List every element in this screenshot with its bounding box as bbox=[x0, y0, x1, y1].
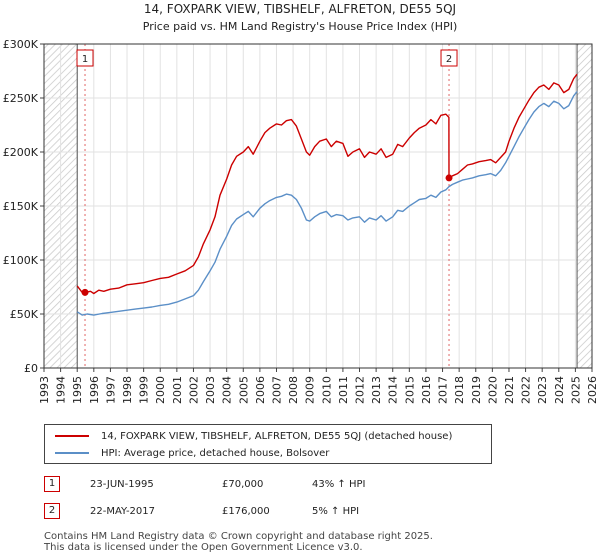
x-tick-label: 1998 bbox=[121, 376, 134, 404]
transaction-date: 23-JUN-1995 bbox=[90, 478, 154, 490]
x-tick-label: 2013 bbox=[370, 376, 383, 404]
price-chart: 14, FOXPARK VIEW, TIBSHELF, ALFRETON, DE… bbox=[3, 2, 599, 404]
y-tick-label: £50K bbox=[10, 308, 39, 321]
transaction-price: £70,000 bbox=[222, 478, 264, 490]
x-tick-label: 2009 bbox=[304, 376, 317, 404]
marker-1-label: 1 bbox=[82, 54, 88, 65]
footer-copyright: Contains HM Land Registry data © Crown c… bbox=[44, 531, 433, 542]
x-tick-label: 2001 bbox=[171, 376, 184, 404]
y-tick-label: £300K bbox=[3, 38, 39, 51]
x-tick-label: 2019 bbox=[470, 376, 483, 404]
x-tick-label: 2011 bbox=[337, 376, 350, 404]
x-tick-label: 2012 bbox=[354, 376, 367, 404]
x-tick-label: 2006 bbox=[254, 376, 267, 404]
y-tick-label: £200K bbox=[3, 146, 39, 159]
legend-swatch-hpi bbox=[55, 452, 89, 454]
x-tick-label: 2016 bbox=[420, 376, 433, 404]
y-tick-label: £150K bbox=[3, 200, 39, 213]
legend-label-property: 14, FOXPARK VIEW, TIBSHELF, ALFRETON, DE… bbox=[101, 430, 453, 442]
x-tick-label: 1999 bbox=[138, 376, 151, 404]
x-tick-label: 2015 bbox=[403, 376, 416, 404]
x-tick-label: 2008 bbox=[287, 376, 300, 404]
x-tick-label: 2007 bbox=[270, 376, 283, 404]
x-tick-label: 2010 bbox=[320, 376, 333, 404]
hpi-line bbox=[76, 91, 578, 316]
x-tick-label: 2024 bbox=[553, 376, 566, 404]
x-tick-label: 1997 bbox=[104, 376, 117, 404]
marker-2-box bbox=[440, 49, 458, 67]
y-tick-label: £250K bbox=[3, 92, 39, 105]
x-tick-label: 1994 bbox=[55, 376, 68, 404]
footer-attribution: Contains HM Land Registry data © Crown c… bbox=[44, 531, 433, 553]
transaction-number-badge: 2 bbox=[44, 503, 60, 519]
x-tick-label: 2022 bbox=[520, 376, 533, 404]
x-tick-label: 1995 bbox=[71, 376, 84, 404]
legend-item-property: 14, FOXPARK VIEW, TIBSHELF, ALFRETON, DE… bbox=[55, 428, 452, 444]
x-tick-label: 2018 bbox=[453, 376, 466, 404]
x-tick-label: 2023 bbox=[536, 376, 549, 404]
transaction-number-badge: 1 bbox=[44, 476, 60, 492]
transaction-price: £176,000 bbox=[222, 505, 270, 517]
x-tick-label: 2017 bbox=[437, 376, 450, 404]
x-tick-label: 2026 bbox=[586, 376, 599, 404]
plot-frame bbox=[43, 43, 593, 369]
transaction-hpi-change: 43% ↑ HPI bbox=[312, 478, 366, 490]
transaction-date: 22-MAY-2017 bbox=[90, 505, 156, 517]
x-tick-label: 2004 bbox=[221, 376, 234, 404]
x-tick-label: 2005 bbox=[237, 376, 250, 404]
x-tick-label: 2003 bbox=[204, 376, 217, 404]
legend-swatch-property bbox=[55, 435, 89, 437]
legend: 14, FOXPARK VIEW, TIBSHELF, ALFRETON, DE… bbox=[44, 424, 492, 464]
marker-2-label: 2 bbox=[446, 54, 452, 65]
chart-subtitle: Price paid vs. HM Land Registry's House … bbox=[143, 20, 458, 33]
sale-point-2 bbox=[445, 174, 453, 182]
legend-label-hpi: HPI: Average price, detached house, Bols… bbox=[101, 447, 330, 459]
x-tick-label: 2025 bbox=[569, 376, 582, 404]
chart-title: 14, FOXPARK VIEW, TIBSHELF, ALFRETON, DE… bbox=[144, 2, 456, 16]
sale-point-1 bbox=[81, 288, 89, 296]
x-tick-label: 2002 bbox=[187, 376, 200, 404]
y-tick-label: £100K bbox=[3, 254, 39, 267]
x-tick-label: 1993 bbox=[38, 376, 51, 404]
x-tick-label: 2000 bbox=[154, 376, 167, 404]
x-tick-label: 2021 bbox=[503, 376, 516, 404]
footer-licence: This data is licensed under the Open Gov… bbox=[44, 542, 363, 553]
x-tick-label: 1996 bbox=[88, 376, 101, 404]
legend-item-hpi: HPI: Average price, detached house, Bols… bbox=[55, 445, 329, 461]
x-tick-label: 2020 bbox=[486, 376, 499, 404]
price-paid-line bbox=[76, 73, 578, 295]
x-tick-label: 2014 bbox=[387, 376, 400, 404]
transaction-hpi-change: 5% ↑ HPI bbox=[312, 505, 360, 517]
transaction-row: 1 23-JUN-1995 £70,000 43% ↑ HPI bbox=[44, 473, 464, 495]
y-tick-label: £0 bbox=[24, 362, 38, 375]
transaction-row: 2 22-MAY-2017 £176,000 5% ↑ HPI bbox=[44, 500, 464, 522]
marker-1-box bbox=[76, 49, 94, 67]
